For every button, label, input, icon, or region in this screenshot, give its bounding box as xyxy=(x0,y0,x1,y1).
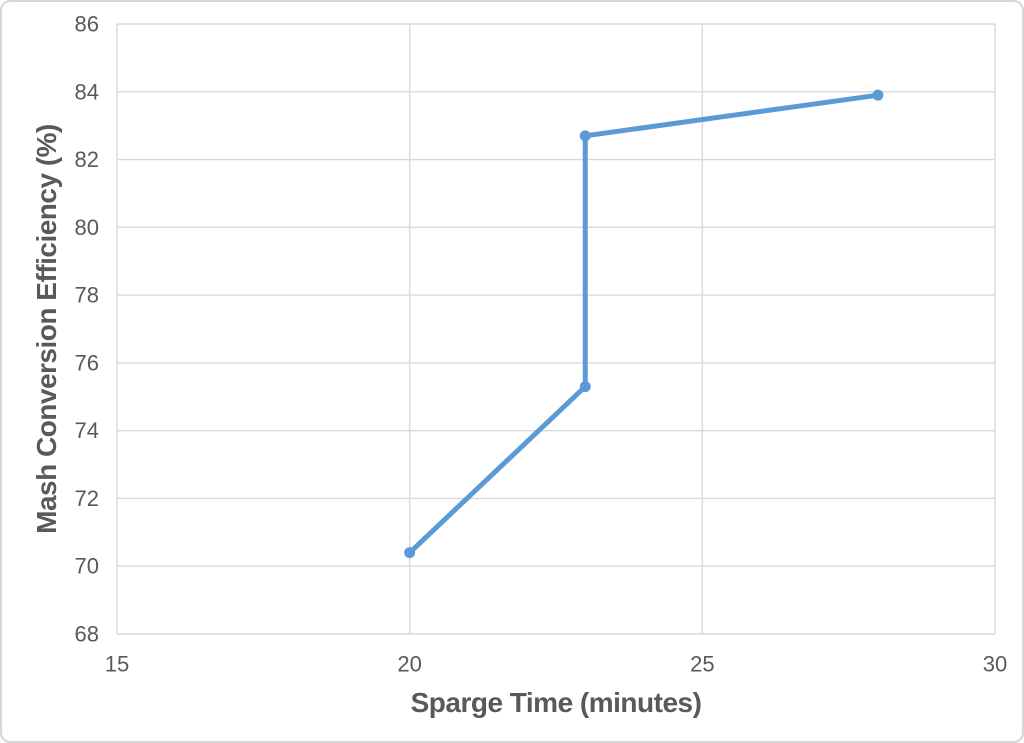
y-tick-label-74: 74 xyxy=(75,418,99,443)
y-tick-label-86: 86 xyxy=(75,12,99,37)
x-axis-title: Sparge Time (minutes) xyxy=(410,687,702,718)
y-tick-label-76: 76 xyxy=(75,350,99,375)
data-point-3 xyxy=(579,130,591,142)
y-tick-label-72: 72 xyxy=(75,486,99,511)
x-tick-label-15: 15 xyxy=(105,652,129,677)
data-point-2 xyxy=(579,381,591,393)
y-tick-label-78: 78 xyxy=(75,283,99,308)
y-tick-label-68: 68 xyxy=(75,622,99,647)
y-tick-label-70: 70 xyxy=(75,554,99,579)
y-tick-label-80: 80 xyxy=(75,215,99,240)
y-tick-label-84: 84 xyxy=(75,79,99,104)
data-point-4 xyxy=(872,89,884,101)
x-tick-label-25: 25 xyxy=(690,652,714,677)
x-tick-label-20: 20 xyxy=(397,652,421,677)
y-tick-label-82: 82 xyxy=(75,147,99,172)
data-line-series xyxy=(407,92,881,556)
y-axis-title: Mash Conversion Efficiency (%) xyxy=(31,124,62,534)
x-tick-label-30: 30 xyxy=(983,652,1007,677)
data-point-1 xyxy=(404,547,416,559)
